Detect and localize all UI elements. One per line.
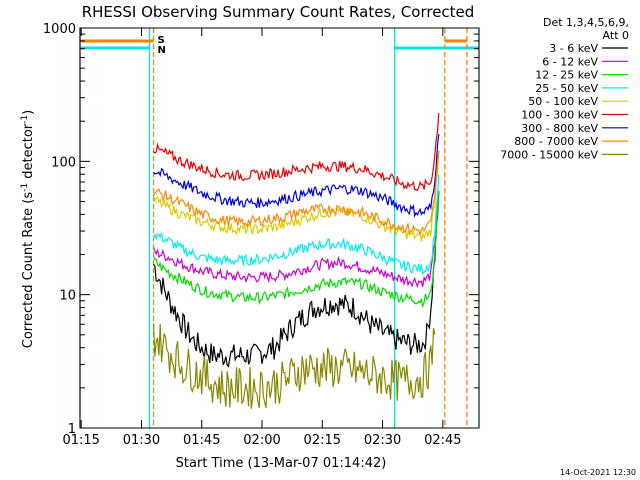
x-tick-label-1: 01:30 (123, 433, 160, 448)
legend-label-5: 100 - 300 keV (521, 109, 598, 122)
y-tick-label-3: 1000 (43, 22, 76, 37)
series-line-1 (152, 190, 440, 289)
series-line-8 (152, 323, 436, 409)
series-line-5 (153, 113, 440, 192)
date-stamp: 14-Oct-2021 12:30 (560, 468, 636, 477)
series-line-0 (153, 190, 440, 368)
legend-label-7: 800 - 7000 keV (514, 135, 598, 148)
series-line-6 (153, 134, 440, 218)
x-tick-label-3: 02:00 (243, 433, 280, 448)
x-tick-label-0: 01:15 (62, 433, 99, 448)
legend-label-6: 300 - 800 keV (521, 122, 598, 135)
series-line-4 (152, 150, 440, 242)
legend-label-1: 6 - 12 keV (542, 55, 598, 68)
x-tick-label-6: 02:45 (424, 433, 461, 448)
legend-header-2: Att 0 (603, 29, 629, 42)
legend-label-3: 25 - 50 keV (535, 82, 598, 95)
plot-area: SN 01:15 01:30 01:45 02:00 02:15 02:30 02:45 1 10… (43, 22, 599, 448)
legend-header-1: Det 1,3,4,5,6,9, (543, 16, 629, 29)
series-line-3 (152, 174, 440, 276)
y-axis-label: Corrected Count Rate (s-1 detector-1) (20, 110, 36, 348)
legend-label-4: 50 - 100 keV (528, 95, 598, 108)
chart-title: RHESSI Observing Summary Count Rates, Co… (82, 3, 475, 21)
y-tick-label-0: 1 (68, 422, 76, 437)
series-line-7 (152, 150, 440, 237)
x-tick-label-4: 02:15 (304, 433, 341, 448)
legend-label-0: 3 - 6 keV (549, 42, 598, 55)
plot-frame (79, 27, 480, 429)
y-tick-label-1: 10 (59, 289, 76, 304)
x-tick-label-2: 01:45 (183, 433, 220, 448)
x-axis-label: Start Time (13-Mar-07 01:14:42) (176, 456, 387, 471)
y-tick-label-2: 100 (51, 155, 76, 170)
night-flag: N (158, 45, 166, 56)
legend-label-2: 12 - 25 keV (535, 69, 598, 82)
saa-flag: S (158, 35, 165, 46)
series-line-2 (152, 190, 440, 309)
legend-label-8: 7000 - 15000 keV (500, 148, 598, 161)
x-tick-label-5: 02:30 (364, 433, 401, 448)
